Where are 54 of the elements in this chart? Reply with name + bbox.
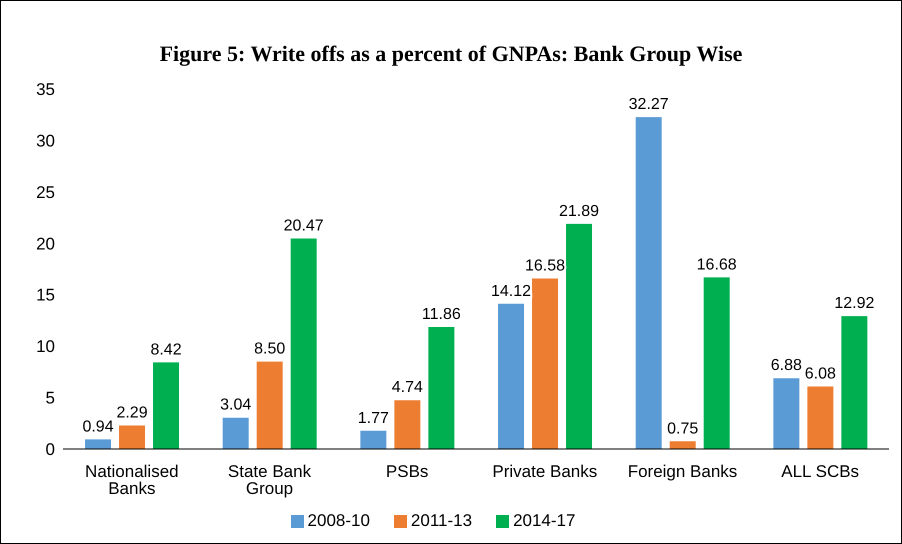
bar — [807, 386, 834, 449]
bar — [360, 430, 386, 449]
bar — [222, 418, 249, 449]
y-tick-label: 30 — [36, 131, 55, 150]
data-label: 14.12 — [491, 282, 532, 300]
data-label: 8.42 — [150, 341, 182, 358]
data-label: 2.29 — [116, 404, 148, 422]
x-tick-label: Nationalised Banks — [85, 462, 179, 498]
legend-label: 2014-17 — [513, 511, 576, 530]
y-tick-label: 35 — [36, 80, 55, 100]
x-tick-label: PSBs — [386, 462, 428, 482]
bar — [704, 277, 730, 449]
bar — [256, 362, 283, 449]
legend-label: 2011-13 — [410, 511, 472, 530]
y-tick-label: 0 — [46, 440, 55, 460]
data-label: 6.88 — [770, 357, 802, 374]
bar — [566, 224, 592, 449]
y-tick-label: 20 — [36, 234, 55, 254]
data-label: 12.92 — [834, 295, 874, 312]
bar — [498, 304, 524, 449]
y-tick-label: 10 — [36, 337, 55, 356]
data-label: 0.94 — [82, 418, 114, 436]
bar — [773, 378, 800, 449]
bar — [636, 117, 662, 449]
data-label: 20.47 — [284, 217, 324, 234]
data-label: 8.50 — [254, 340, 286, 358]
bar — [670, 441, 696, 449]
bar — [428, 327, 454, 449]
data-label: 0.75 — [667, 420, 698, 438]
bar — [85, 439, 112, 449]
x-tick-label: Private Banks — [492, 462, 598, 482]
data-label: 16.58 — [525, 257, 566, 274]
data-label: 11.86 — [422, 306, 461, 324]
chart-title: Figure 5: Write offs as a percent of GNPAs: Bank Group Wise — [158, 41, 744, 67]
data-label: 4.74 — [392, 379, 424, 396]
legend-label: 2008-10 — [308, 511, 370, 530]
data-label: 3.04 — [220, 396, 252, 414]
y-tick-label: 25 — [36, 182, 55, 202]
data-label: 21.89 — [559, 202, 600, 220]
data-label: 6.08 — [804, 365, 836, 382]
bar — [841, 316, 868, 449]
data-label: 32.27 — [628, 96, 669, 114]
bar — [532, 278, 558, 449]
x-tick-label: Foreign Banks — [628, 462, 738, 482]
y-tick-label: 15 — [36, 286, 55, 305]
bar — [119, 425, 146, 449]
bar — [290, 238, 317, 449]
bar — [153, 362, 180, 449]
data-label: 1.77 — [358, 410, 390, 427]
bar — [394, 400, 420, 449]
x-tick-label: State Bank Group — [228, 462, 312, 498]
y-tick-label: 5 — [46, 388, 55, 408]
data-label: 16.68 — [696, 256, 737, 274]
x-tick-label: ALL SCBs — [781, 462, 860, 482]
